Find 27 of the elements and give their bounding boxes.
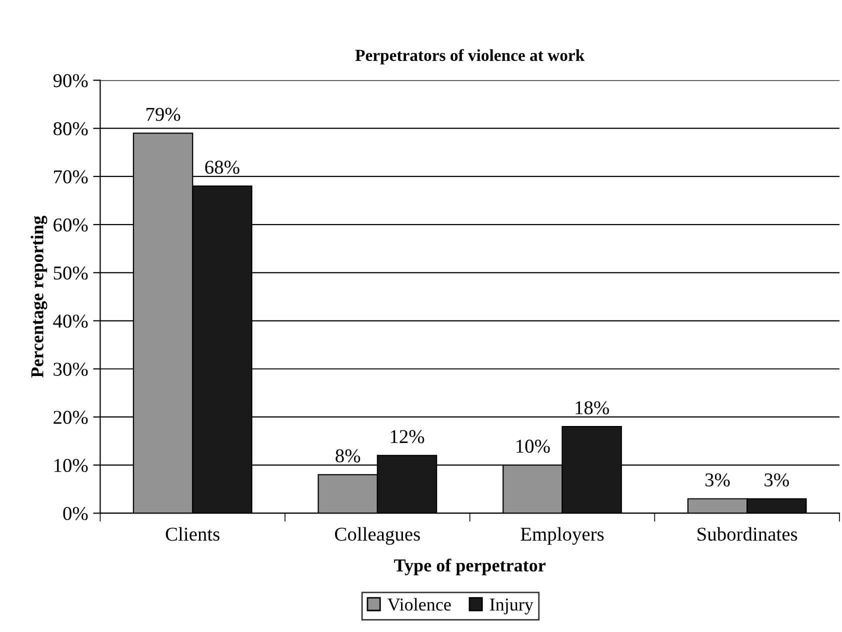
- data-label: 8%: [336, 449, 360, 462]
- y-tick-label: 50%: [54, 266, 88, 280]
- legend-label: Violence: [388, 598, 451, 611]
- y-tick-label: 80%: [53, 122, 88, 136]
- data-label: 79%: [146, 108, 180, 121]
- y-tick-label: 0%: [63, 507, 88, 520]
- x-tick-label: Employers: [520, 527, 604, 545]
- legend-label: Injury: [490, 598, 534, 614]
- data-label: 3%: [705, 473, 730, 487]
- y-tick-label: 90%: [53, 74, 88, 88]
- y-tick-label: 60%: [54, 218, 88, 232]
- data-label: 68%: [205, 160, 240, 174]
- data-label: 3%: [764, 473, 789, 487]
- data-label: 12%: [390, 430, 424, 444]
- x-axis-title: Type of perpetrator: [394, 558, 546, 576]
- y-tick-label: 70%: [54, 170, 88, 184]
- y-tick-label: 20%: [54, 410, 88, 424]
- data-label: 18%: [576, 401, 609, 414]
- x-tick-label: Colleagues: [335, 527, 420, 545]
- chart-title: Perpetrators of violence at work: [355, 49, 585, 64]
- x-tick-label: Clients: [166, 527, 220, 541]
- y-tick-label: 40%: [53, 314, 88, 328]
- y-tick-label: 10%: [54, 458, 88, 472]
- y-axis-title: Percentage reporting: [30, 216, 48, 378]
- data-label: 10%: [516, 440, 550, 453]
- x-tick-label: Subordinates: [698, 527, 798, 541]
- y-tick-label: 30%: [54, 362, 88, 376]
